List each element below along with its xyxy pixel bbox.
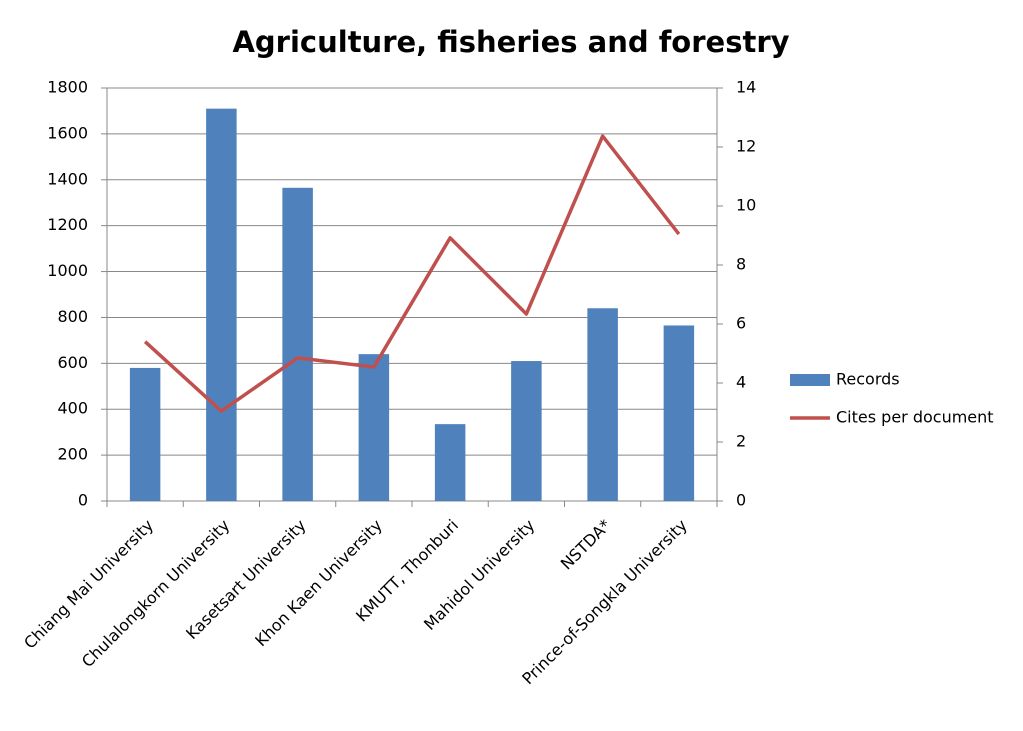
y-tick-label: 800 bbox=[57, 307, 88, 326]
bar bbox=[587, 308, 618, 501]
legend-swatch bbox=[790, 374, 830, 386]
y-tick-label: 1600 bbox=[47, 123, 88, 142]
bar bbox=[434, 424, 466, 501]
y2-tick-label: 2 bbox=[736, 432, 746, 451]
y-tick-label: 1800 bbox=[47, 78, 88, 97]
y2-tick-label: 8 bbox=[736, 255, 746, 274]
y-tick-label: 400 bbox=[57, 399, 88, 418]
chart-title: Agriculture, fisheries and forestry bbox=[232, 25, 789, 59]
bar bbox=[358, 354, 390, 501]
line bbox=[143, 134, 681, 413]
y2-tick-label: 6 bbox=[736, 314, 746, 333]
y-tick-label: 1000 bbox=[47, 261, 88, 280]
y2-tick-label: 14 bbox=[736, 78, 756, 97]
y-tick-label: 1200 bbox=[47, 215, 88, 234]
bar bbox=[663, 325, 695, 501]
y2-tick-label: 12 bbox=[736, 137, 756, 156]
y-tick-label: 200 bbox=[57, 445, 88, 464]
bar bbox=[129, 367, 161, 501]
bar bbox=[206, 108, 237, 502]
y2-tick-label: 10 bbox=[736, 196, 756, 215]
y-tick-label: 600 bbox=[57, 353, 88, 372]
legend-label: Cites per document bbox=[836, 408, 994, 427]
legend-label: Records bbox=[836, 370, 900, 389]
y2-tick-label: 0 bbox=[736, 491, 746, 510]
y2-tick-label: 4 bbox=[736, 373, 746, 392]
bar bbox=[282, 187, 313, 501]
y-tick-label: 0 bbox=[78, 491, 88, 510]
bar bbox=[511, 361, 542, 501]
y-tick-label: 1400 bbox=[47, 169, 88, 188]
